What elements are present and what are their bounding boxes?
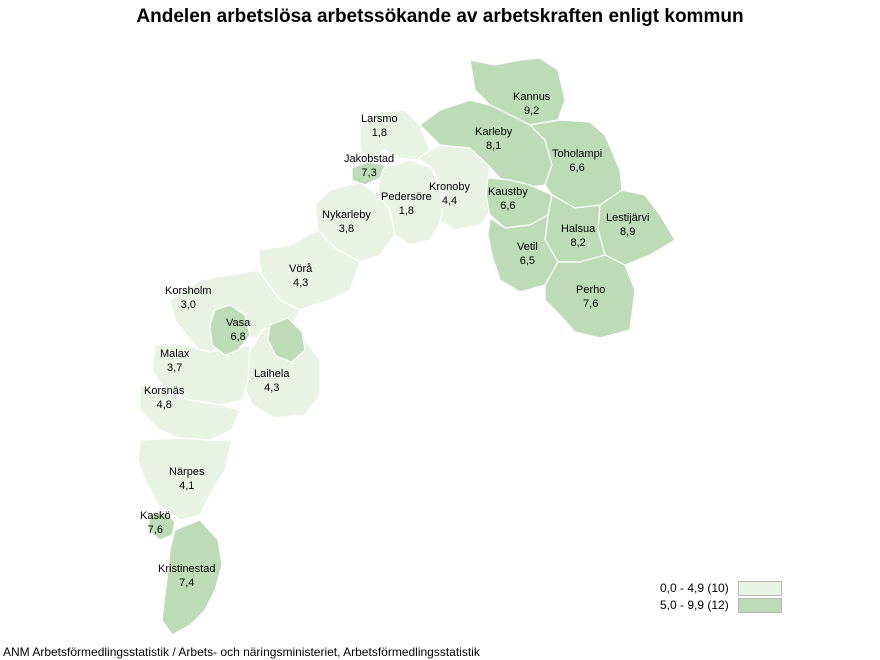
label-lestijarvi: Lestijärvi 8,9 [606, 212, 650, 238]
map-legend: 0,0 - 4,9 (10) 5,0 - 9,9 (12) [660, 580, 782, 614]
legend-swatch-low [738, 580, 782, 596]
legend-swatch-high [738, 597, 782, 613]
region-nykarleby[interactable] [314, 181, 396, 263]
region-vasa[interactable] [209, 304, 251, 356]
legend-label-low: 0,0 - 4,9 (10) [660, 581, 729, 595]
label-malax: Malax 3,7 [160, 348, 190, 374]
region-narpes[interactable] [137, 437, 233, 521]
legend-item-high: 5,0 - 9,9 (12) [660, 597, 782, 613]
source-note: ANM Arbetsförmedlingsstatistik / Arbets-… [3, 645, 480, 659]
region-perho[interactable] [544, 254, 636, 339]
label-toholampi: Toholampi 6,6 [552, 148, 603, 174]
label-vora: Vörå 4,3 [289, 263, 313, 289]
label-kannus: Kannus 9,2 [513, 91, 551, 117]
region-korsnas[interactable] [139, 384, 241, 441]
label-laihela: Laihela 4,3 [254, 368, 290, 394]
label-nykarleby: Nykarleby 3,8 [322, 209, 371, 235]
region-jakobstad[interactable] [351, 161, 386, 186]
region-laihela-enclave[interactable] [267, 317, 306, 363]
region-malax[interactable] [151, 344, 251, 406]
legend-item-low: 0,0 - 4,9 (10) [660, 580, 782, 596]
label-korsnas: Korsnäs 4,8 [144, 385, 185, 411]
label-kasko: Kaskö 7,6 [140, 510, 171, 536]
label-vetil: Vetil 6,5 [517, 241, 538, 267]
region-kannus[interactable] [469, 57, 566, 126]
label-karleby: Karleby 8,1 [475, 126, 513, 152]
label-narpes: Närpes 4,1 [169, 466, 205, 492]
label-kristinestad: Kristinestad 7,4 [158, 563, 216, 589]
label-larsmo: Larsmo 1,8 [361, 113, 398, 139]
legend-label-high: 5,0 - 9,9 (12) [660, 598, 729, 612]
label-halsua: Halsua 8,2 [561, 223, 596, 249]
label-jakobstad: Jakobstad 7,3 [344, 153, 395, 179]
label-perho: Perho 7,6 [576, 284, 606, 310]
region-kasko[interactable] [147, 511, 176, 541]
label-kaustby: Kaustby 6,6 [488, 186, 528, 212]
label-korsholm: Korsholm 3,0 [165, 285, 212, 311]
region-kristinestad[interactable] [161, 519, 223, 636]
label-pedersore: Pedersöre 1,8 [381, 191, 432, 217]
map-title: Andelen arbetslösa arbetssökande av arbe… [136, 6, 744, 27]
label-vasa: Vasa 6,8 [226, 317, 251, 343]
label-kronoby: Kronoby 4,4 [429, 181, 470, 207]
region-larsmo[interactable] [359, 109, 431, 161]
